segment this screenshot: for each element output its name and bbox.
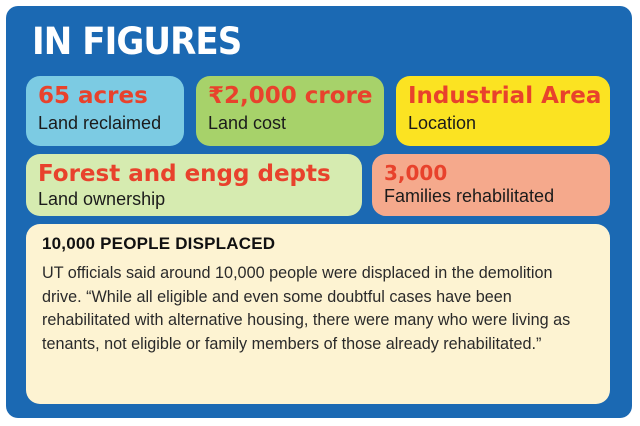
card-land-cost: ₹2,000 crore Land cost bbox=[196, 76, 384, 146]
card-land-reclaimed: 65 acres Land reclaimed bbox=[26, 76, 184, 146]
card-value: Forest and engg depts bbox=[38, 161, 331, 187]
card-families-rehabilitated: 3,000 Families rehabilitated bbox=[372, 154, 610, 216]
card-label: Location bbox=[408, 113, 477, 134]
card-label: Land reclaimed bbox=[38, 113, 162, 134]
card-location: Industrial Area Location bbox=[396, 76, 610, 146]
story-box: 10,000 PEOPLE DISPLACED UT officials sai… bbox=[26, 224, 610, 404]
card-value: 3,000 bbox=[384, 161, 448, 185]
card-value: Industrial Area bbox=[408, 83, 602, 109]
card-label: Land cost bbox=[208, 113, 287, 134]
card-land-ownership: Forest and engg depts Land ownership bbox=[26, 154, 362, 216]
card-label: Families rehabilitated bbox=[384, 186, 555, 206]
card-value: ₹2,000 crore bbox=[208, 83, 373, 109]
panel-heading: IN FIGURES bbox=[32, 20, 242, 63]
card-value: 65 acres bbox=[38, 83, 148, 109]
story-body: UT officials said around 10,000 people w… bbox=[42, 264, 571, 353]
card-label: Land ownership bbox=[38, 189, 166, 210]
story-title: 10,000 PEOPLE DISPLACED bbox=[42, 234, 276, 253]
